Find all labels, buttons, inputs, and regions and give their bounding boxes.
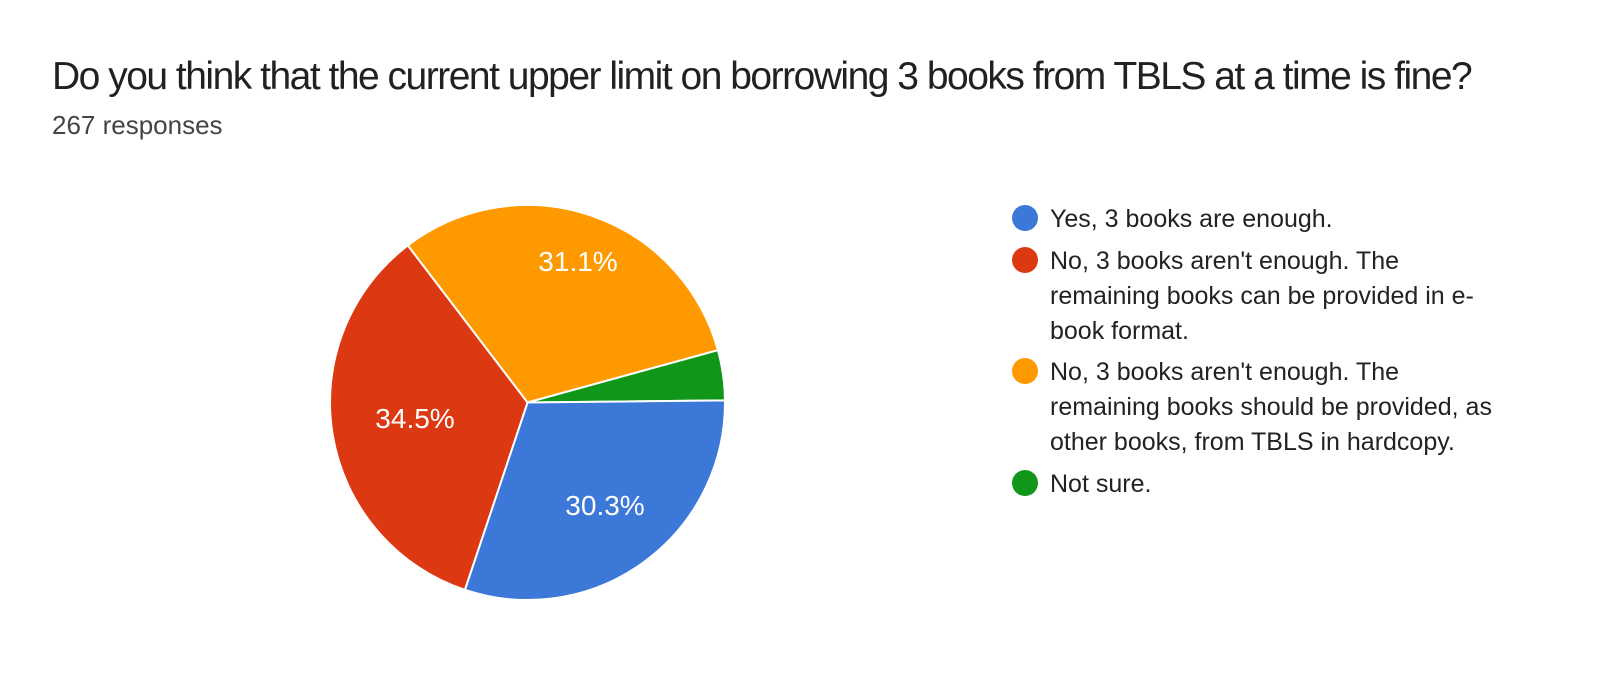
svg-text:34.5%: 34.5% [375, 403, 454, 434]
svg-text:31.1%: 31.1% [538, 246, 617, 277]
svg-text:30.3%: 30.3% [565, 490, 644, 521]
